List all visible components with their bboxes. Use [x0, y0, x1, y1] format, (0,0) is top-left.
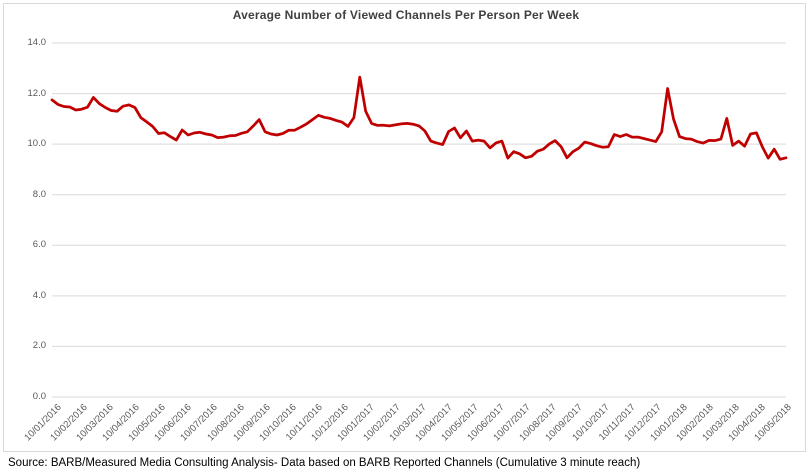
y-axis-tick-label: 2.0 [32, 340, 46, 352]
y-axis-tick-label: 14.0 [27, 37, 47, 48]
data-series-line [50, 75, 788, 161]
y-axis-tick-label: 0.0 [32, 391, 46, 402]
source-note: Source: BARB/Measured Media Consulting A… [8, 457, 641, 469]
chart-area [3, 3, 806, 452]
y-axis-tick-label: 6.0 [32, 239, 46, 251]
y-axis-tick-label: 10.0 [27, 138, 47, 150]
chart-title: Average Number of Viewed Channels Per Pe… [232, 8, 580, 22]
y-axis-tick-label: 8.0 [32, 188, 46, 200]
y-axis-tick-label: 12.0 [27, 87, 47, 99]
y-axis-tick-label: 4.0 [32, 289, 46, 301]
